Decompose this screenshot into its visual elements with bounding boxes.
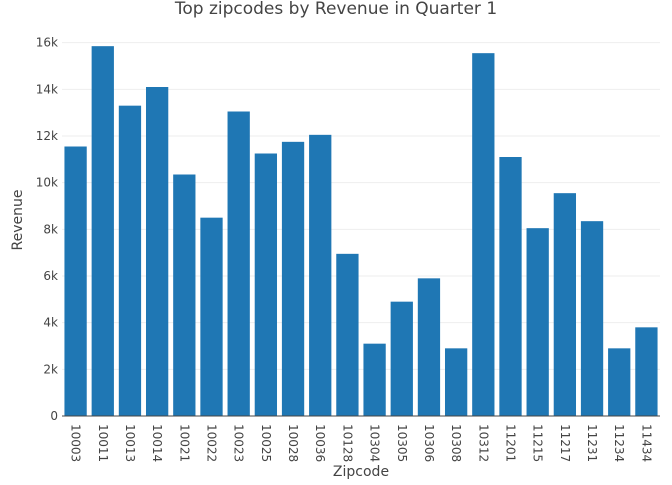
chart-title: Top zipcodes by Revenue in Quarter 1 [174, 0, 497, 19]
bar [608, 348, 631, 416]
bar [281, 141, 305, 417]
bar [553, 193, 577, 416]
x-tick-label: 10128 [340, 424, 354, 462]
y-tick-label: 10k [36, 176, 58, 190]
x-tick-label: 10003 [69, 424, 83, 462]
x-tick-label: 11434 [639, 424, 653, 462]
x-tick-label: 10021 [177, 424, 191, 462]
x-tick-label: 10013 [123, 424, 137, 462]
y-tick-label: 16k [36, 36, 58, 50]
x-tick-label: 10308 [449, 424, 463, 462]
y-tick-label: 6k [43, 269, 58, 283]
x-tick-label: 10025 [259, 424, 273, 462]
bars [64, 46, 658, 417]
y-tick-labels: 0 2k 4k 6k 8k 10k 12k 14k 16k [36, 36, 58, 423]
bar [64, 146, 87, 416]
y-tick-label: 14k [36, 82, 58, 96]
x-tick-label: 11234 [612, 424, 626, 462]
bar [363, 343, 386, 416]
bar [472, 53, 495, 417]
bar [118, 105, 142, 417]
x-tick-label: 10304 [368, 424, 382, 462]
bar [417, 278, 441, 416]
y-tick-label: 0 [50, 409, 58, 423]
x-tick-label: 10312 [476, 424, 490, 462]
bar [336, 253, 359, 416]
x-tick-label: 11201 [504, 424, 518, 462]
x-tick-label: 10036 [313, 424, 327, 462]
bar [444, 348, 468, 416]
bar [499, 157, 522, 416]
x-tick-label: 10022 [205, 424, 219, 462]
y-tick-label: 2k [43, 362, 58, 376]
y-tick-label: 12k [36, 129, 58, 143]
bar [526, 228, 549, 416]
bar [309, 134, 332, 417]
x-axis-title: Zipcode [333, 464, 389, 480]
x-tick-label: 11217 [558, 424, 572, 462]
x-tick-label: 10306 [422, 424, 436, 462]
x-tick-label: 11231 [585, 424, 599, 462]
y-tick-label: 4k [43, 316, 58, 330]
bar [145, 87, 169, 416]
bar [580, 221, 604, 416]
x-tick-labels: 10003 10011 10013 10014 10021 10022 10023 10025… [69, 424, 654, 462]
x-tick-label: 10014 [150, 424, 164, 462]
bar [91, 46, 114, 417]
x-tick-label: 10011 [96, 424, 110, 462]
x-tick-label: 10028 [286, 424, 300, 462]
bar [254, 153, 278, 416]
y-axis-title: Revenue [10, 190, 26, 251]
x-tick-label: 10023 [232, 424, 246, 462]
bar [200, 217, 223, 416]
bar [635, 327, 658, 416]
bar [173, 174, 196, 416]
y-tick-label: 8k [43, 222, 58, 236]
x-tick-label: 10305 [395, 424, 409, 462]
x-tick-label: 11215 [531, 424, 545, 462]
bar [390, 301, 413, 416]
bar [227, 111, 250, 416]
